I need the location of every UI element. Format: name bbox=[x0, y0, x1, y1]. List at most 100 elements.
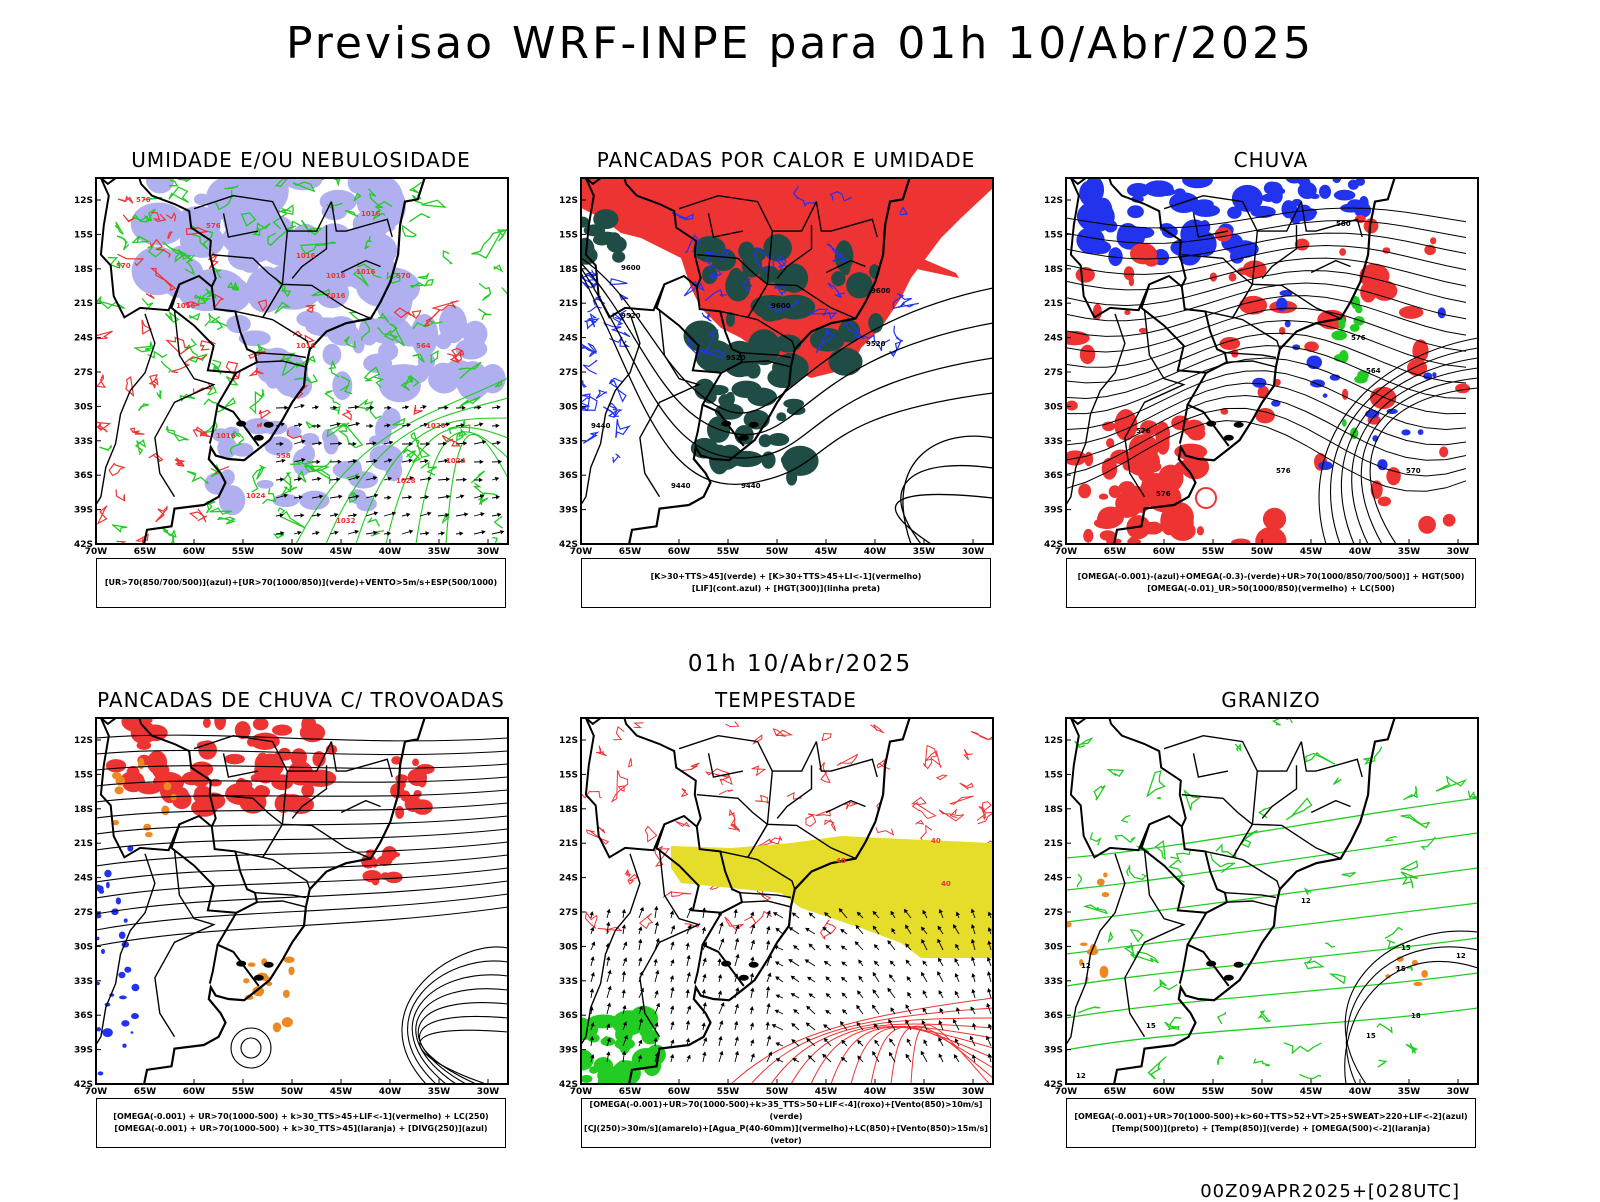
lat-label: 33S bbox=[1044, 437, 1063, 447]
lat-label: 12S bbox=[559, 196, 578, 206]
legend-line: [OMEGA(-0.001)+UR>70(1000-500)+k>35_TTS>… bbox=[582, 1099, 990, 1123]
lon-label: 65W bbox=[1104, 547, 1127, 557]
contour-label: 1016 bbox=[361, 210, 381, 218]
lon-label: 35W bbox=[1398, 547, 1421, 557]
lon-label: 60W bbox=[183, 547, 206, 557]
contour-label: 564 bbox=[1366, 367, 1381, 375]
contour-label: 1032 bbox=[336, 517, 356, 525]
lon-label: 40W bbox=[1349, 547, 1372, 557]
lat-label: 24S bbox=[74, 334, 93, 344]
lat-label: 39S bbox=[559, 506, 578, 516]
lon-label: 70W bbox=[1055, 1087, 1078, 1097]
contour-label: 576 bbox=[1276, 467, 1291, 475]
map-p2: 96009520960096009520952094409440944012S1… bbox=[541, 148, 1001, 558]
lon-label: 70W bbox=[85, 1087, 108, 1097]
lon-label: 50W bbox=[766, 1087, 789, 1097]
lat-label: 33S bbox=[559, 437, 578, 447]
legend-box: [OMEGA(-0.001)+UR>70(1000-500)+k>60+TTS>… bbox=[1066, 1098, 1476, 1148]
lon-label: 55W bbox=[1202, 1087, 1225, 1097]
contour-label: 40 bbox=[931, 837, 941, 845]
lat-label: 24S bbox=[559, 334, 578, 344]
contour-label: 576 bbox=[206, 222, 221, 230]
lat-label: 27S bbox=[1044, 368, 1063, 378]
contour-label: 1024 bbox=[446, 457, 466, 465]
lon-label: 45W bbox=[330, 1087, 353, 1097]
lat-label: 27S bbox=[559, 368, 578, 378]
lat-label: 39S bbox=[1044, 1046, 1063, 1056]
lat-label: 36S bbox=[559, 471, 578, 481]
lat-label: 39S bbox=[74, 506, 93, 516]
map-p6: 12151215121518151212S15S18S21S24S27S30S3… bbox=[1026, 688, 1486, 1098]
contour-label: 1024 bbox=[246, 492, 266, 500]
lat-label: 12S bbox=[74, 196, 93, 206]
lon-label: 70W bbox=[85, 547, 108, 557]
lat-label: 30S bbox=[74, 942, 93, 952]
contour-label: 15 bbox=[1401, 944, 1411, 952]
lon-label: 65W bbox=[134, 1087, 157, 1097]
legend-line: [Temp(500)](preto) + [Temp(850)](verde) … bbox=[1112, 1123, 1430, 1135]
lat-label: 21S bbox=[559, 299, 578, 309]
lat-label: 39S bbox=[559, 1046, 578, 1056]
lon-label: 60W bbox=[1153, 547, 1176, 557]
contour-label: 18 bbox=[1411, 1012, 1421, 1020]
contour-label: 40 bbox=[836, 857, 846, 865]
contour-label: 9600 bbox=[771, 302, 791, 310]
lon-label: 65W bbox=[619, 1087, 642, 1097]
legend-line: [OMEGA(-0.01)_UR>50(1000/850)(vermelho) … bbox=[1147, 583, 1395, 595]
contour-label: 9600 bbox=[621, 264, 641, 272]
lon-label: 35W bbox=[1398, 1087, 1421, 1097]
lat-label: 12S bbox=[1044, 196, 1063, 206]
map-p5: 40404012S15S18S21S24S27S30S33S36S39S42S7… bbox=[541, 688, 1001, 1098]
page-title: Previsao WRF-INPE para 01h 10/Abr/2025 bbox=[0, 18, 1600, 69]
lon-label: 65W bbox=[1104, 1087, 1127, 1097]
lat-label: 36S bbox=[74, 1011, 93, 1021]
lon-label: 30W bbox=[477, 1087, 500, 1097]
lat-label: 39S bbox=[74, 1046, 93, 1056]
lon-label: 45W bbox=[1300, 1087, 1323, 1097]
valid-time-title: 01h 10/Abr/2025 bbox=[0, 651, 1600, 677]
lat-label: 30S bbox=[74, 402, 93, 412]
contour-label: 1028 bbox=[396, 477, 416, 485]
lon-label: 70W bbox=[1055, 547, 1078, 557]
legend-line: [OMEGA(-0.001) + UR>70(1000-500) + k>30_… bbox=[113, 1111, 488, 1123]
contour-label: 9520 bbox=[866, 340, 886, 348]
contour-label: 1016 bbox=[296, 252, 316, 260]
lat-label: 24S bbox=[74, 874, 93, 884]
lat-label: 15S bbox=[1044, 770, 1063, 780]
lon-label: 55W bbox=[717, 1087, 740, 1097]
lon-label: 40W bbox=[1349, 1087, 1372, 1097]
legend-box: [UR>70(850/700/500)](azul)+[UR>70(1000/8… bbox=[96, 558, 506, 608]
lat-label: 36S bbox=[74, 471, 93, 481]
lat-label: 15S bbox=[74, 770, 93, 780]
legend-line: [OMEGA(-0.001) + UR>70(1000-500) + k>30_… bbox=[114, 1123, 487, 1135]
lon-label: 35W bbox=[913, 547, 936, 557]
lat-label: 24S bbox=[559, 874, 578, 884]
legend-box: [OMEGA(-0.001) + UR>70(1000-500) + k>30_… bbox=[96, 1098, 506, 1148]
lon-label: 30W bbox=[1447, 547, 1470, 557]
contour-label: 15 bbox=[1366, 1032, 1376, 1040]
lon-label: 45W bbox=[815, 1087, 838, 1097]
contour-label: 570 bbox=[116, 262, 131, 270]
contour-label: 1016 bbox=[296, 342, 316, 350]
contour-label: 9440 bbox=[591, 422, 611, 430]
lon-label: 40W bbox=[379, 547, 402, 557]
lat-label: 33S bbox=[74, 977, 93, 987]
lon-label: 30W bbox=[1447, 1087, 1470, 1097]
run-info-footer: 00Z09APR2025+[028UTC] bbox=[1200, 1181, 1460, 1202]
lat-label: 33S bbox=[1044, 977, 1063, 987]
lat-label: 15S bbox=[74, 230, 93, 240]
lat-label: 15S bbox=[559, 770, 578, 780]
lat-label: 39S bbox=[1044, 506, 1063, 516]
legend-line: [OMEGA(-0.001)+UR>70(1000-500)+k>60+TTS>… bbox=[1074, 1111, 1467, 1123]
contour-label: 12 bbox=[1076, 1072, 1086, 1080]
lon-label: 50W bbox=[281, 1087, 304, 1097]
lat-label: 24S bbox=[1044, 334, 1063, 344]
lat-label: 33S bbox=[559, 977, 578, 987]
legend-line: [K>30+TTS>45](verde) + [K>30+TTS>45+LI<-… bbox=[651, 571, 922, 583]
lon-label: 65W bbox=[134, 547, 157, 557]
contour-label: 9440 bbox=[671, 482, 691, 490]
